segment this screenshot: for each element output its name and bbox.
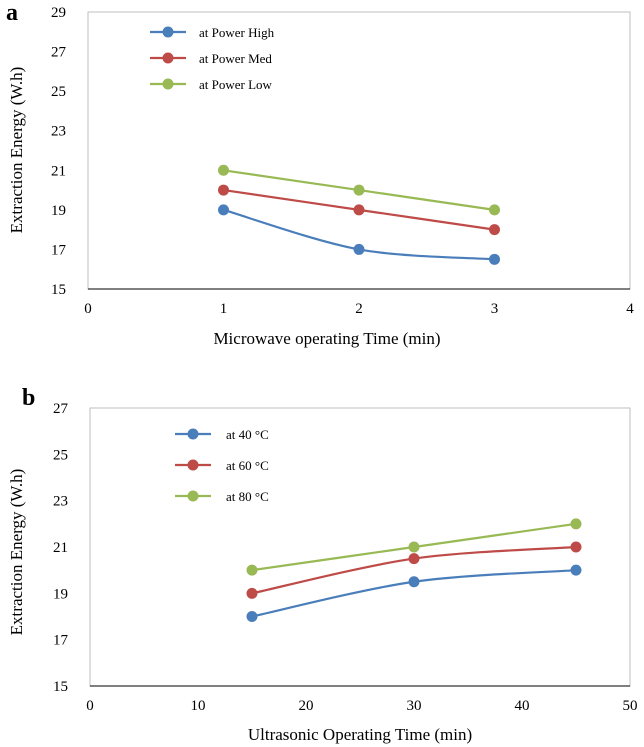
panel-a-data-point xyxy=(489,204,500,216)
panel-a-x-axis-title: Microwave operating Time (min) xyxy=(213,329,440,348)
panel-b-legend-label: at 40 °C xyxy=(226,427,269,442)
panel-b-data-point xyxy=(408,553,420,565)
panel-a-y-tick-label: 23 xyxy=(51,124,66,140)
panel-a-y-tick-label: 17 xyxy=(51,242,67,258)
panel-a-y-tick-label: 27 xyxy=(51,45,67,61)
chart-panel-b: b 15 17 19 21 23 25 27 0 10 20 30 40 50 at 40 °C at … xyxy=(7,385,638,744)
panel-b-data-point xyxy=(570,518,582,530)
panel-b-y-tick-label: 15 xyxy=(53,679,68,695)
panel-b-y-tick-label: 23 xyxy=(53,494,68,510)
panel-b-data-point xyxy=(246,611,258,622)
panel-b-legend-marker xyxy=(187,428,199,440)
panel-a-data-point xyxy=(218,164,229,176)
panel-a-x-tick-label: 2 xyxy=(355,301,363,317)
panel-b-x-tick-label: 10 xyxy=(191,698,206,714)
panel-b-data-point xyxy=(570,541,582,553)
panel-a-legend-label: at Power Low xyxy=(199,77,273,92)
panel-a-y-axis-title: Extraction Energy (W.h) xyxy=(7,67,26,234)
panel-b-legend-marker xyxy=(187,490,199,502)
panel-a-y-tick-label: 19 xyxy=(51,203,66,219)
panel-a-x-tick-label: 4 xyxy=(626,301,634,317)
panel-b-x-tick-label: 40 xyxy=(515,698,530,714)
panel-a-data-point xyxy=(353,184,365,196)
panel-a-y-tick-label: 21 xyxy=(51,163,66,179)
panel-b-data-point xyxy=(246,564,258,576)
panel-b-y-tick-label: 27 xyxy=(53,401,69,417)
panel-b-x-tick-label: 20 xyxy=(299,698,314,714)
panel-a-y-tick-label: 25 xyxy=(51,84,66,100)
panel-a-legend-label: at Power Med xyxy=(199,51,272,66)
panel-a-y-tick-label: 15 xyxy=(51,282,66,298)
panel-a-data-point xyxy=(218,184,229,196)
panel-a-data-point xyxy=(353,243,365,255)
panel-a-data-point xyxy=(353,204,365,216)
panel-b-x-axis-title: Ultrasonic Operating Time (min) xyxy=(248,725,472,744)
panel-b-y-tick-label: 19 xyxy=(53,586,68,602)
panel-a-letter: a xyxy=(6,0,18,26)
panel-b-x-tick-label: 50 xyxy=(623,698,638,714)
panel-a-x-tick-label: 1 xyxy=(220,301,228,317)
panel-a-legend-marker xyxy=(162,26,174,38)
panel-b-legend-label: at 60 °C xyxy=(226,458,269,473)
panel-a-data-point xyxy=(218,204,229,216)
panel-a-y-tick-label: 29 xyxy=(51,5,66,21)
panel-b-y-axis-title: Extraction Energy (W.h) xyxy=(7,469,26,636)
panel-b-x-tick-label: 0 xyxy=(86,698,94,714)
panel-b-data-point xyxy=(408,541,420,553)
panel-b-plot-frame xyxy=(89,407,631,687)
panel-a-data-point xyxy=(489,224,500,236)
panel-b-data-point xyxy=(408,576,420,588)
panel-b-x-tick-label: 30 xyxy=(407,698,422,714)
panel-b-data-point xyxy=(570,564,582,576)
panel-b-y-tick-label: 17 xyxy=(53,633,69,649)
panel-a-x-tick-label: 0 xyxy=(84,301,92,317)
panel-a-x-tick-label: 3 xyxy=(491,301,499,317)
panel-b-data-point xyxy=(246,587,258,599)
panel-a-legend-label: at Power High xyxy=(199,25,275,40)
panel-b-legend-marker xyxy=(187,459,199,471)
panel-b-legend-label: at 80 °C xyxy=(226,489,269,504)
panel-a-data-point xyxy=(489,253,500,265)
panel-b-y-tick-label: 25 xyxy=(53,447,68,463)
panel-b-y-tick-label: 21 xyxy=(53,540,68,556)
panel-a-legend-marker xyxy=(162,78,174,90)
panel-a-legend-marker xyxy=(162,52,174,64)
panel-b-letter: b xyxy=(22,385,35,411)
